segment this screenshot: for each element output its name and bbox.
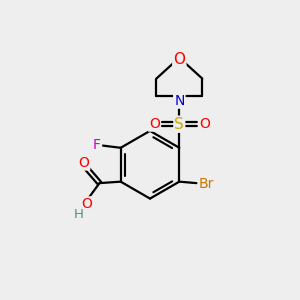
Text: O: O xyxy=(81,197,92,211)
Text: N: N xyxy=(174,94,184,108)
Text: O: O xyxy=(78,155,89,170)
Text: O: O xyxy=(199,117,210,130)
Text: H: H xyxy=(74,208,84,221)
Text: O: O xyxy=(173,52,185,67)
Text: S: S xyxy=(174,117,184,132)
Text: F: F xyxy=(93,138,101,152)
Text: O: O xyxy=(149,117,160,130)
Text: Br: Br xyxy=(199,177,214,191)
